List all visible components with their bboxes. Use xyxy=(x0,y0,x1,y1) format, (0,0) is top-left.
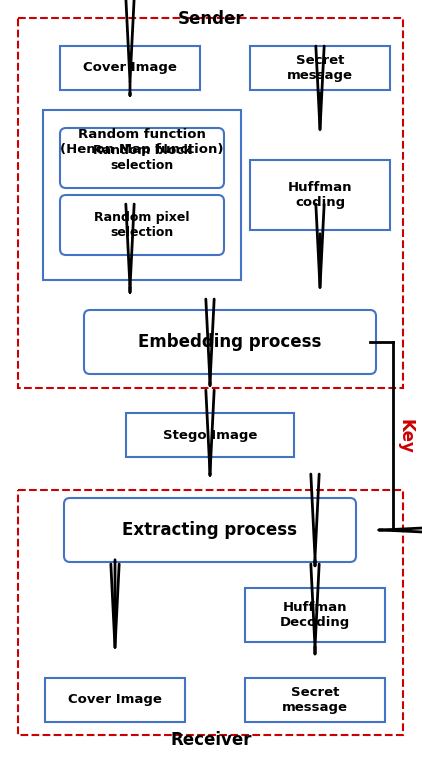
FancyBboxPatch shape xyxy=(60,46,200,90)
Bar xyxy=(18,18,403,388)
FancyBboxPatch shape xyxy=(60,195,224,255)
Text: Random block
selection: Random block selection xyxy=(92,144,192,172)
FancyBboxPatch shape xyxy=(43,110,241,280)
FancyBboxPatch shape xyxy=(84,310,376,374)
Text: Stego Image: Stego Image xyxy=(163,428,257,441)
Text: Embedding process: Embedding process xyxy=(138,333,322,351)
Text: Secret
message: Secret message xyxy=(282,686,348,714)
FancyBboxPatch shape xyxy=(245,588,385,642)
FancyBboxPatch shape xyxy=(126,413,294,457)
FancyBboxPatch shape xyxy=(250,46,390,90)
FancyBboxPatch shape xyxy=(245,678,385,722)
Text: Random pixel
selection: Random pixel selection xyxy=(94,211,190,239)
FancyBboxPatch shape xyxy=(250,160,390,230)
Text: Receiver: Receiver xyxy=(170,731,252,749)
FancyBboxPatch shape xyxy=(60,128,224,188)
Text: Key: Key xyxy=(396,419,414,453)
Text: Extracting process: Extracting process xyxy=(122,521,298,539)
FancyBboxPatch shape xyxy=(64,498,356,562)
Text: Secret
message: Secret message xyxy=(287,54,353,82)
FancyBboxPatch shape xyxy=(45,678,185,722)
Text: Sender: Sender xyxy=(178,10,244,28)
Text: Huffman
coding: Huffman coding xyxy=(288,181,352,209)
Text: Cover Image: Cover Image xyxy=(68,693,162,706)
Text: Random function
(Henon Map function): Random function (Henon Map function) xyxy=(60,128,224,156)
Bar xyxy=(18,490,403,735)
Text: Huffman
Decoding: Huffman Decoding xyxy=(280,601,350,629)
Text: Cover Image: Cover Image xyxy=(83,61,177,74)
